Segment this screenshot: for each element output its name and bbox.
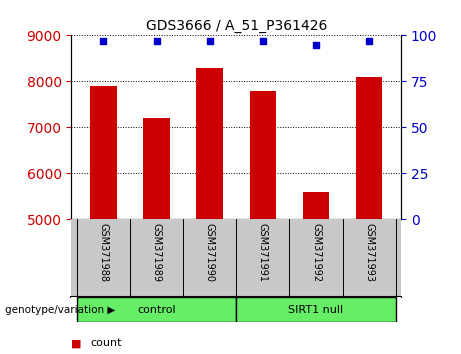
Point [312, 42, 319, 47]
Bar [90, 86, 117, 219]
Point [259, 38, 266, 44]
Text: GSM371989: GSM371989 [152, 223, 161, 282]
Point [366, 38, 373, 44]
Text: SIRT1 null: SIRT1 null [289, 305, 343, 315]
Text: GSM371990: GSM371990 [205, 223, 215, 282]
Text: GSM371991: GSM371991 [258, 223, 268, 282]
Point [153, 38, 160, 44]
Bar [356, 77, 383, 219]
Text: control: control [137, 305, 176, 315]
Title: GDS3666 / A_51_P361426: GDS3666 / A_51_P361426 [146, 19, 327, 33]
Text: count: count [90, 338, 121, 348]
Text: ■: ■ [71, 338, 85, 348]
Bar [303, 192, 329, 219]
Text: GSM371992: GSM371992 [311, 223, 321, 282]
Bar [196, 68, 223, 219]
Bar [249, 91, 276, 219]
Point [100, 38, 107, 44]
Text: genotype/variation ▶: genotype/variation ▶ [5, 305, 115, 315]
Bar [77, 297, 236, 322]
Bar [236, 297, 396, 322]
Text: GSM371988: GSM371988 [98, 223, 108, 282]
Bar [143, 118, 170, 219]
Text: GSM371993: GSM371993 [364, 223, 374, 282]
Point [206, 38, 213, 44]
